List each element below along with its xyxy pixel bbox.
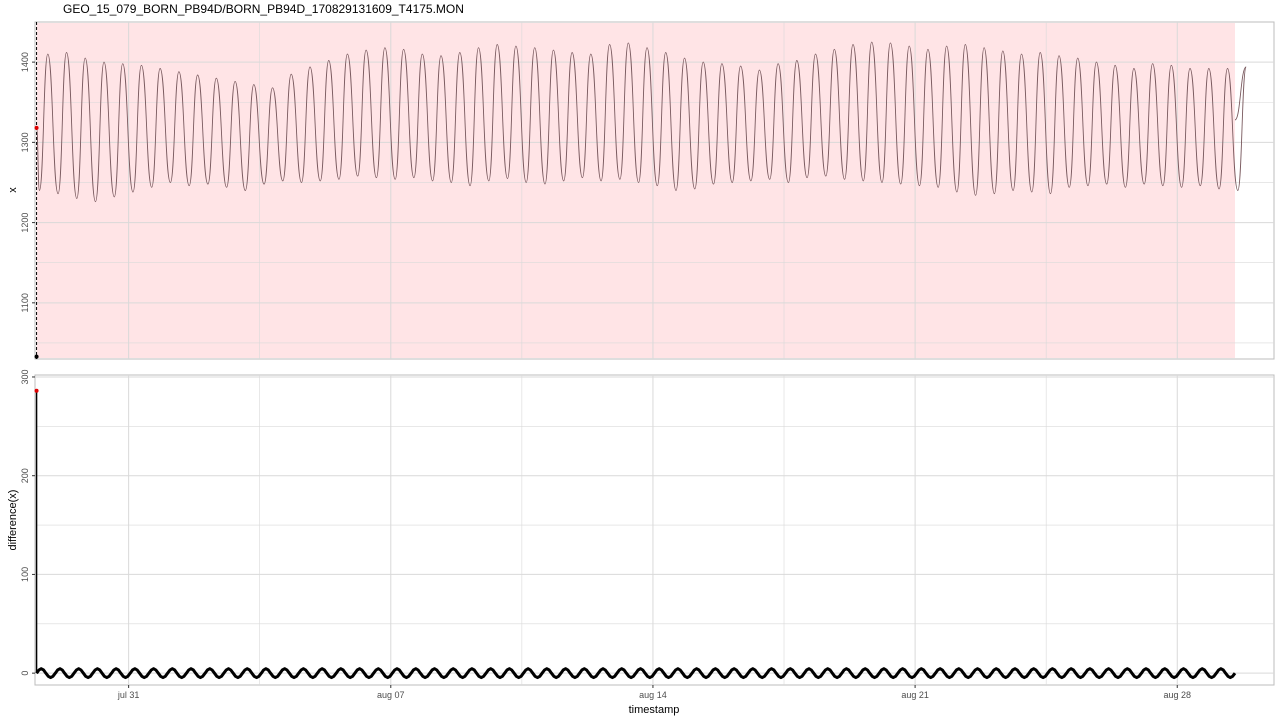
difference-series-line [35, 667, 1237, 680]
bottom-highlight-point-red [34, 388, 39, 393]
bottom-y-tick-label: 0 [20, 671, 30, 676]
bottom-y-tick-label: 300 [20, 369, 30, 384]
x-tick-label: aug 21 [901, 690, 929, 700]
x-tick-label: aug 07 [377, 690, 405, 700]
bottom-panel: 0 100 200 300 jul 31 aug 07 aug 14 aug 21 aug 28 [20, 369, 1275, 700]
bottom-panel-bg [34, 374, 1275, 686]
top-y-tick-label: 1300 [20, 132, 30, 152]
top-y-tick-label: 1100 [20, 293, 30, 312]
top-highlight-point-red [34, 125, 39, 130]
bottom-y-axis-title: difference(x) [7, 490, 19, 551]
top-y-axis-title: x [7, 187, 19, 193]
x-tick-label: aug 14 [639, 690, 667, 700]
top-highlight-point-black [34, 354, 39, 359]
chart-title: GEO_15_079_BORN_PB94D/BORN_PB94D_1708291… [63, 2, 464, 16]
top-panel: 1100 1200 1300 1400 [20, 21, 1275, 360]
bottom-y-tick-label: 200 [20, 468, 30, 483]
shaded-region [36, 23, 1235, 358]
x-tick-label: jul 31 [117, 690, 140, 700]
x-axis-title: timestamp [629, 704, 680, 716]
x-tick-label: aug 28 [1163, 690, 1191, 700]
x-series-line [36, 41, 1247, 203]
top-y-tick-label: 1200 [20, 213, 30, 233]
bottom-y-tick-label: 100 [20, 567, 30, 582]
top-y-tick-label: 1400 [20, 52, 30, 72]
